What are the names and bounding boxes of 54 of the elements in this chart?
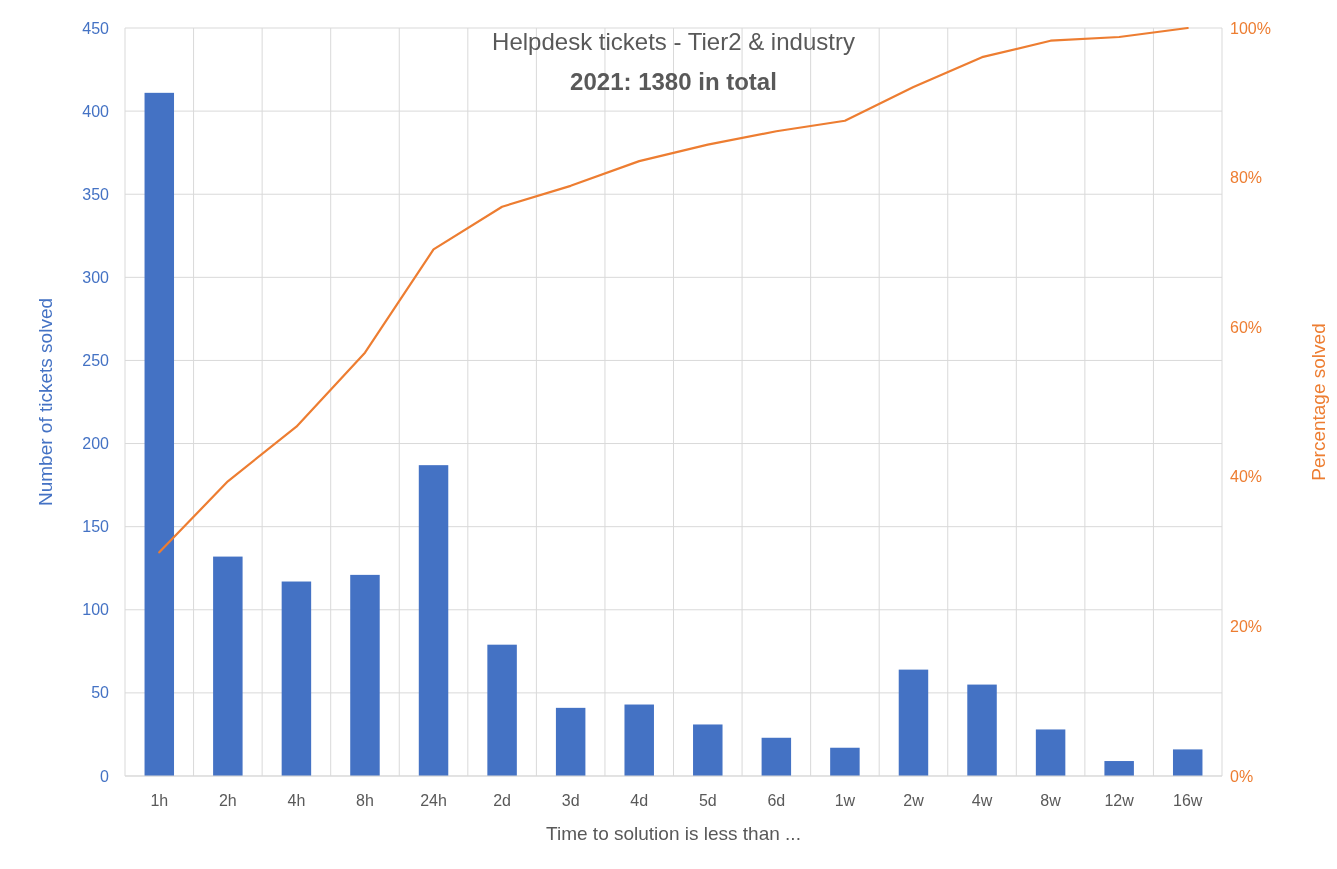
bar	[350, 574, 380, 776]
bar	[830, 747, 860, 776]
line-series	[158, 26, 1189, 554]
x-axis-title: Time to solution is less than ...	[546, 823, 801, 844]
y-tick-label: 50	[91, 684, 110, 702]
y-tick-label: 100	[82, 601, 110, 619]
x-tick-label: 1w	[834, 792, 856, 809]
y2-tick-label: 80%	[1230, 169, 1263, 187]
bar	[418, 465, 449, 776]
x-tick-label: 2d	[493, 792, 511, 809]
x-tick-label: 16w	[1173, 792, 1203, 809]
y-axis-title: Number of tickets solved	[35, 297, 56, 507]
x-tick-label: 6d	[767, 792, 786, 809]
y-tick-label: 250	[82, 352, 110, 370]
bar	[144, 92, 175, 776]
text: 2021: 1380 in total	[570, 68, 777, 95]
bar	[555, 707, 586, 776]
y2-tick-label: 20%	[1230, 618, 1263, 635]
x-tick-label: 2h	[218, 792, 237, 809]
y-tick-label: 0	[100, 767, 110, 785]
y2-tick-label: 100%	[1230, 19, 1271, 37]
y2-tick-label: 60%	[1230, 318, 1263, 336]
y2-tick-label: 40%	[1230, 468, 1263, 486]
bar	[624, 704, 654, 776]
x-tick-label: 8w	[1040, 792, 1062, 809]
x-tick-label: 1h	[150, 792, 169, 809]
bar	[693, 724, 723, 776]
bar	[281, 581, 312, 776]
y-tick-label: 350	[82, 185, 110, 203]
y2-axis-title: Percentage solved	[1308, 323, 1329, 481]
y-tick-label: 400	[82, 102, 110, 120]
x-tick-label: 24h	[420, 792, 447, 809]
y-tick-label: 300	[82, 268, 110, 286]
bar	[487, 644, 517, 776]
x-tick-label: 8h	[356, 792, 374, 809]
bar	[1104, 761, 1134, 776]
bar	[898, 669, 929, 776]
x-tick-label: 2w	[903, 792, 925, 809]
bar	[967, 684, 997, 776]
x-tick-label: 5d	[698, 792, 717, 809]
bar	[761, 737, 792, 776]
x-tick-label: 4w	[971, 792, 993, 809]
y-tick-label: 150	[82, 518, 110, 536]
x-tick-label: 3d	[561, 792, 580, 809]
x-tick-label: 12w	[1104, 792, 1135, 809]
y-tick-label: 450	[82, 19, 110, 37]
bar	[213, 556, 243, 776]
y-tick-label: 200	[82, 435, 110, 453]
x-tick-label: 4h	[287, 792, 306, 809]
bar	[1172, 749, 1203, 776]
y2-tick-label: 0%	[1230, 767, 1254, 785]
chart-title: Helpdesk tickets - Tier2 & industry	[492, 28, 855, 55]
x-tick-label: 4d	[630, 792, 649, 809]
bar	[1035, 729, 1066, 776]
